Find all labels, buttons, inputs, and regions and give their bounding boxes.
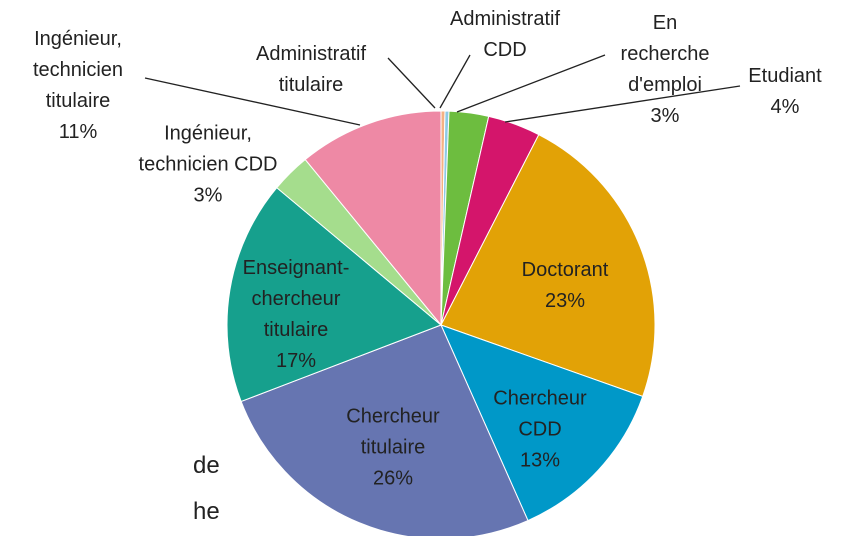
slice-percent: 3% bbox=[193, 184, 223, 207]
leader-line bbox=[456, 54, 606, 113]
pie-slice bbox=[240, 324, 529, 536]
slice-name: Doctorant bbox=[521, 259, 609, 281]
pie-slice bbox=[440, 324, 644, 522]
text-fragment: he bbox=[193, 498, 220, 525]
slice-name: Ingénieur, technicien titulaire bbox=[32, 28, 124, 112]
slice-label: En recherche d'emploi 3% bbox=[613, 8, 718, 132]
slice-percent: 11% bbox=[58, 121, 98, 143]
slice-name: Chercheur CDD bbox=[493, 387, 587, 441]
pie-slice bbox=[440, 133, 656, 398]
slice-label: Chercheur titulaire 26% bbox=[332, 402, 454, 495]
slice-label: Ingénieur, technicien CDD 3% bbox=[117, 119, 299, 212]
slice-label: Administratif titulaire bbox=[236, 39, 386, 101]
slice-label: Enseignant-chercheur titulaire 17% bbox=[220, 253, 372, 377]
slice-label: Chercheur CDD 13% bbox=[484, 384, 596, 477]
slice-name: En recherche d'emploi bbox=[620, 12, 710, 96]
slice-label: Administratif CDD bbox=[430, 4, 580, 66]
slice-label: Doctorant 23% bbox=[495, 255, 635, 317]
slice-percent: 26% bbox=[372, 467, 414, 490]
slice-name: Chercheur titulaire bbox=[346, 405, 440, 459]
slice-percent: 23% bbox=[544, 290, 586, 312]
slice-percent: 3% bbox=[650, 105, 680, 127]
text-fragment: de bbox=[193, 452, 220, 479]
slice-name: Administratif titulaire bbox=[255, 43, 367, 96]
slice-name: Etudiant bbox=[748, 65, 822, 87]
leader-line bbox=[504, 85, 741, 123]
pie-slice bbox=[304, 110, 442, 327]
slice-percent: 17% bbox=[275, 350, 317, 372]
leader-line bbox=[387, 57, 436, 109]
slice-name: Administratif CDD bbox=[449, 8, 561, 61]
slice-name: Enseignant-chercheur titulaire bbox=[242, 257, 350, 341]
leader-line bbox=[439, 54, 471, 109]
slice-label: Ingénieur, technicien titulaire 11% bbox=[22, 24, 134, 148]
slice-percent: 13% bbox=[519, 449, 561, 472]
pie-slice bbox=[226, 187, 442, 403]
slice-name: Ingénieur, technicien CDD bbox=[138, 122, 278, 176]
slice-label: Etudiant 4% bbox=[730, 61, 840, 123]
slice-percent: 4% bbox=[770, 96, 800, 118]
leader-line bbox=[144, 77, 361, 126]
